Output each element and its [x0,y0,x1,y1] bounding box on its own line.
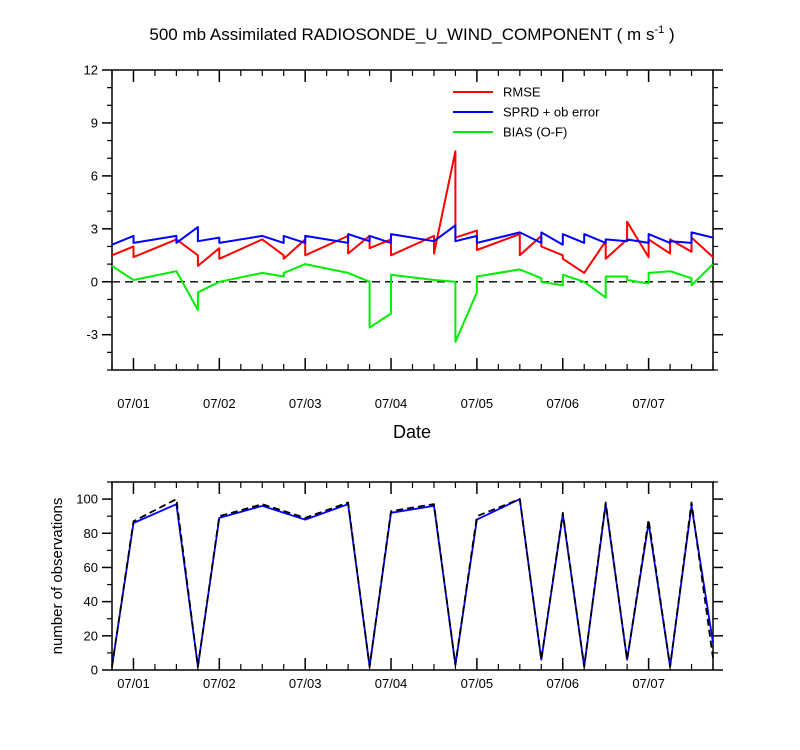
x-axis-label: Date [393,422,431,442]
y-tick-label: 80 [84,526,98,541]
bottom-axis-ticks [102,481,723,671]
y-tick-label: 0 [91,274,98,289]
y-tick-label: 9 [91,115,98,130]
legend-label-bias: BIAS (O-F) [503,125,567,140]
y-tick-label: 20 [84,628,98,643]
top-axis-tick-labels: 07/01 07/02 07/03 07/04 07/05 07/06 07/07 12 9 6 3… [84,63,665,412]
x-tick-label: 07/02 [203,396,236,411]
y-axis-label-observations: number of observations [49,498,66,655]
series-line-bias [111,263,714,343]
x-tick-label: 07/05 [461,396,494,411]
series-line-sprd [111,224,714,246]
legend-label-sprd: SPRD + ob error [503,105,600,120]
chart-legend: RMSE SPRD + ob error BIAS (O-F) [453,85,600,140]
chart-title: 500 mb Assimilated RADIOSONDE_U_WIND_COM… [149,24,674,44]
series-line-total [111,498,714,668]
x-tick-label: 07/03 [289,396,322,411]
x-tick-label: 07/05 [461,676,494,691]
y-tick-label: 3 [91,221,98,236]
series-line-rmse [111,150,714,274]
y-tick-label: 12 [84,63,98,78]
x-tick-label: 07/01 [117,676,150,691]
bottom-axis-tick-labels: 07/01 07/02 07/03 07/04 07/05 07/06 07/07 0 20 40… [76,492,665,691]
top-plot-panel: 07/01 07/02 07/03 07/04 07/05 07/06 07/07 12 9 6 3… [84,63,723,412]
chart-title-unit-sup: -1 [654,24,664,36]
y-tick-label: 6 [91,168,98,183]
legend-label-rmse: RMSE [503,85,541,100]
y-tick-label: 100 [76,492,98,507]
top-data-series [111,150,714,343]
x-tick-label: 07/07 [632,676,665,691]
y-tick-label: 0 [91,663,98,678]
x-tick-label: 07/06 [546,396,579,411]
x-tick-label: 07/04 [375,676,408,691]
x-tick-label: 07/03 [289,676,322,691]
x-tick-label: 07/01 [117,396,150,411]
bottom-plot-panel: 07/01 07/02 07/03 07/04 07/05 07/06 07/07 0 20 40… [76,481,723,691]
chart-title-main: 500 mb Assimilated RADIOSONDE_U_WIND_COM… [149,25,654,44]
y-tick-label: 60 [84,560,98,575]
top-axis-ticks [102,69,723,371]
x-tick-label: 07/06 [546,676,579,691]
x-tick-label: 07/02 [203,676,236,691]
x-tick-label: 07/04 [375,396,408,411]
y-tick-label: -3 [86,327,98,342]
chart-title-close: ) [664,25,674,44]
bottom-data-series [111,498,714,668]
x-tick-label: 07/07 [632,396,665,411]
y-tick-label: 40 [84,594,98,609]
